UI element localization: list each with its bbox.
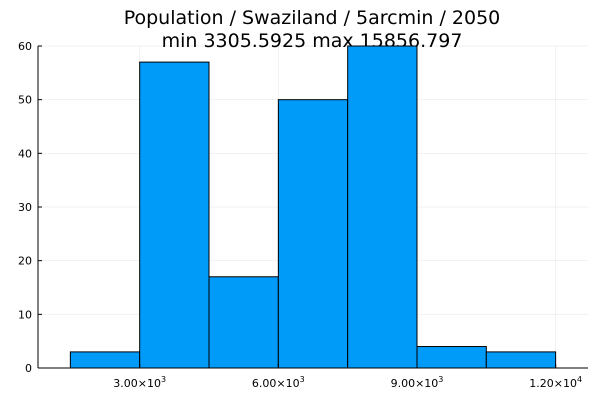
y-tick-label: 0 (25, 362, 32, 375)
x-tick-label: 6.00×103 (252, 375, 305, 390)
y-tick-label: 10 (18, 308, 32, 321)
y-tick-label: 50 (18, 94, 32, 107)
histogram-bar (277, 99, 349, 369)
x-tick-label: 1.20×104 (529, 375, 582, 390)
y-tick-label: 30 (18, 201, 32, 214)
histogram-bar (69, 351, 141, 369)
x-tick-label: 9.00×103 (391, 375, 444, 390)
y-tick-label: 40 (18, 147, 32, 160)
histogram-bar (347, 45, 418, 369)
axes (37, 45, 588, 369)
histogram-bar (208, 276, 279, 369)
y-tick-label: 60 (18, 40, 32, 53)
histogram-bars (69, 45, 557, 369)
x-tick-label: 3.00×103 (113, 375, 166, 390)
tick-labels: 0 10 20 30 40 50 60 3.00×103 6.00×103 9.00×103 1.2… (18, 40, 582, 390)
histogram-bar (485, 351, 557, 369)
y-tick-label: 20 (18, 255, 32, 268)
histogram-bar (139, 61, 210, 369)
chart-title: Population / Swaziland / 5arcmin / 2050 (124, 7, 501, 29)
histogram-bar (416, 346, 487, 369)
